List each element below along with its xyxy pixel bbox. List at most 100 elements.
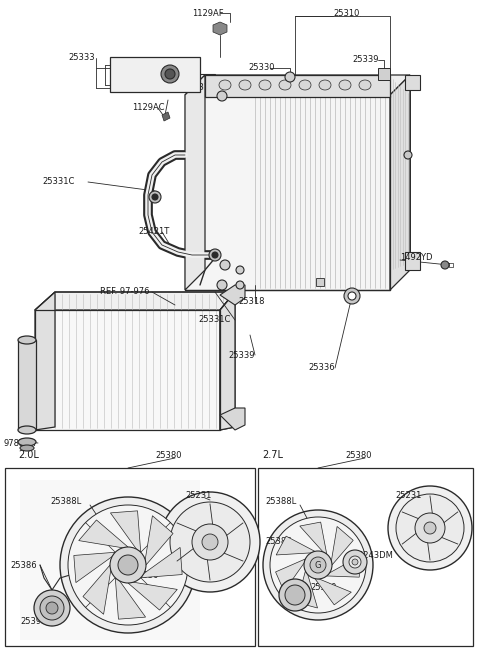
Circle shape [304,551,332,579]
Circle shape [348,292,356,300]
Polygon shape [390,75,410,290]
Polygon shape [162,112,170,121]
Ellipse shape [359,80,371,90]
Circle shape [270,517,366,613]
Text: 25231: 25231 [185,491,211,500]
Ellipse shape [259,80,271,90]
Text: 25339: 25339 [228,350,254,360]
Circle shape [236,281,244,289]
Circle shape [160,492,260,592]
Circle shape [217,280,227,290]
Polygon shape [300,522,327,554]
Bar [5,468,255,646]
Ellipse shape [279,80,291,90]
Text: 1129AF: 1129AF [192,9,224,18]
Polygon shape [35,310,220,430]
Circle shape [388,486,472,570]
Ellipse shape [18,426,36,434]
Circle shape [424,522,436,534]
Polygon shape [115,578,145,619]
Circle shape [415,513,445,543]
Text: 25386: 25386 [265,538,292,546]
Circle shape [152,194,158,200]
Text: 25350: 25350 [132,571,158,580]
Polygon shape [83,565,111,614]
Polygon shape [145,515,173,565]
Circle shape [192,524,228,560]
Text: 97852A: 97852A [3,438,35,447]
Text: 25318: 25318 [188,83,215,92]
Polygon shape [185,75,410,95]
Ellipse shape [219,80,231,90]
Circle shape [279,579,311,611]
Circle shape [285,585,305,605]
Ellipse shape [319,80,331,90]
Polygon shape [276,559,305,591]
Text: 25339: 25339 [352,56,379,64]
Text: 25318: 25318 [238,297,264,307]
Text: 25330: 25330 [248,64,275,73]
Polygon shape [79,520,128,548]
Ellipse shape [239,80,251,90]
Text: 25231: 25231 [395,491,421,500]
Circle shape [209,249,221,261]
Circle shape [46,602,58,614]
Polygon shape [405,252,420,270]
Circle shape [165,69,175,79]
Polygon shape [185,95,390,290]
Bar [258,468,473,646]
Polygon shape [18,340,36,430]
Circle shape [263,510,373,620]
Circle shape [344,288,360,304]
Polygon shape [141,548,182,578]
Bar [316,278,324,286]
Polygon shape [220,292,235,430]
Circle shape [170,502,250,582]
Text: 25310: 25310 [333,9,360,18]
Circle shape [404,151,412,159]
Text: 1243DM: 1243DM [358,550,393,559]
Polygon shape [315,578,351,605]
Polygon shape [220,408,245,430]
Text: 25388L: 25388L [265,498,296,506]
Polygon shape [185,75,205,290]
Polygon shape [205,75,390,97]
Polygon shape [331,527,353,565]
Polygon shape [220,285,245,305]
Text: 25421T: 25421T [138,227,169,236]
Circle shape [349,556,361,568]
Ellipse shape [18,438,36,446]
Text: 25380: 25380 [155,451,181,460]
Circle shape [149,191,161,203]
Text: 25395: 25395 [20,618,47,626]
Circle shape [40,596,64,620]
Polygon shape [297,571,318,608]
Text: 25380: 25380 [345,451,372,460]
Polygon shape [110,511,141,552]
Circle shape [161,65,179,83]
Text: 25350: 25350 [310,584,336,593]
Text: 25388L: 25388L [50,498,81,506]
Polygon shape [327,556,360,577]
Bar [378,68,390,80]
Circle shape [396,494,464,562]
Circle shape [34,590,70,626]
Text: 1129AC: 1129AC [132,103,165,113]
Circle shape [60,497,196,633]
Text: 2.0L: 2.0L [18,450,39,460]
Ellipse shape [18,336,36,344]
Text: 25336: 25336 [308,364,335,373]
Polygon shape [213,22,227,35]
Circle shape [212,252,218,258]
Circle shape [118,555,138,575]
Circle shape [217,91,227,101]
Polygon shape [405,75,420,90]
Text: 25335: 25335 [148,77,175,86]
Text: 25333: 25333 [68,54,95,62]
Circle shape [110,547,146,583]
Polygon shape [276,536,315,555]
Circle shape [202,534,218,550]
Text: G: G [315,561,321,569]
Polygon shape [35,292,235,310]
Polygon shape [110,57,200,92]
